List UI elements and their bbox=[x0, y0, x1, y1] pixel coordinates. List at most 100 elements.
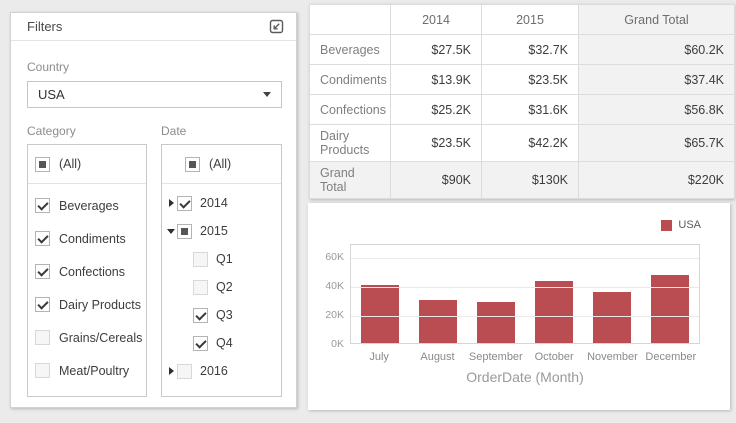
filters-panel-title: Filters bbox=[27, 19, 63, 34]
category-item[interactable]: Condiments bbox=[28, 222, 146, 255]
checkbox-indeterminate[interactable] bbox=[177, 223, 192, 239]
pivot-value-cell: $23.5K bbox=[390, 124, 482, 162]
date-item-label: Q2 bbox=[216, 280, 233, 294]
category-item-label: Dairy Products bbox=[59, 297, 141, 312]
chevron-down-icon bbox=[263, 92, 271, 97]
date-item-all[interactable]: (All) bbox=[162, 145, 281, 184]
x-axis-tick-label: August bbox=[420, 351, 455, 363]
category-item[interactable]: Confections bbox=[28, 255, 146, 288]
pivot-data-row: Beverages $27.5K $32.7K $60.2K bbox=[309, 34, 735, 65]
checkbox-indeterminate[interactable] bbox=[185, 156, 200, 172]
date-tree-item[interactable]: 2016 bbox=[162, 357, 281, 385]
legend-label: USA bbox=[678, 219, 701, 231]
pivot-table-header: 2014 2015 Grand Total bbox=[309, 4, 735, 35]
category-item[interactable]: Meat/Poultry bbox=[28, 354, 146, 387]
checkbox-unchecked[interactable] bbox=[35, 363, 50, 378]
pivot-data-row: Condiments $13.9K $23.5K $37.4K bbox=[309, 64, 735, 95]
checkbox-checked[interactable] bbox=[193, 307, 208, 323]
tree-expand-icon[interactable] bbox=[165, 367, 177, 375]
pivot-header-row: 2014 2015 Grand Total bbox=[309, 4, 735, 35]
chart-plot-area bbox=[350, 244, 700, 344]
x-axis-tick-label: October bbox=[534, 351, 574, 363]
chart-x-axis-labels: July August September October November Decemb… bbox=[350, 351, 700, 363]
category-item-label: Meat/Poultry bbox=[59, 363, 130, 378]
pivot-column-header: 2015 bbox=[481, 4, 579, 35]
chart-bar-august[interactable] bbox=[419, 299, 457, 343]
country-dropdown-value: USA bbox=[38, 87, 65, 102]
checkbox-checked[interactable] bbox=[193, 335, 208, 351]
pivot-row-label: Grand Total bbox=[309, 161, 391, 199]
checkbox-checked[interactable] bbox=[35, 297, 50, 312]
chart-axis-title: OrderDate (Month) bbox=[466, 369, 584, 385]
category-label: Category bbox=[27, 124, 76, 138]
date-tree-item[interactable]: 2014 bbox=[162, 189, 281, 217]
date-tree-items: 2014 2015 Q1 Q2 Q3 Q4 2016 bbox=[162, 184, 281, 385]
y-axis-tick-label: 40K bbox=[325, 280, 344, 293]
pivot-column-header: Grand Total bbox=[578, 4, 735, 35]
category-item[interactable]: Beverages bbox=[28, 189, 146, 222]
pivot-value-cell: $220K bbox=[578, 161, 735, 199]
export-button[interactable] bbox=[268, 18, 285, 35]
pivot-value-cell: $56.8K bbox=[578, 94, 735, 125]
date-item-label: Q1 bbox=[216, 252, 233, 266]
chart-bars bbox=[351, 245, 699, 343]
chart-legend: USA bbox=[661, 219, 701, 231]
checkbox-unchecked[interactable] bbox=[193, 279, 208, 295]
chart-bar-september[interactable] bbox=[477, 302, 515, 343]
arrow-right-icon bbox=[168, 199, 174, 207]
date-tree-item[interactable]: 2015 bbox=[162, 217, 281, 245]
country-label: Country bbox=[27, 60, 70, 74]
date-item-label: 2016 bbox=[200, 364, 228, 378]
date-tree-item[interactable]: Q2 bbox=[162, 273, 281, 301]
tree-expand-icon[interactable] bbox=[165, 199, 177, 207]
category-item-label: (All) bbox=[59, 157, 82, 171]
date-treebox: (All) 2014 2015 Q1 Q2 Q3 Q4 2016 bbox=[161, 144, 282, 397]
pivot-row-label: Dairy Products bbox=[309, 124, 391, 162]
checkbox-unchecked[interactable] bbox=[35, 330, 50, 345]
x-axis-tick-label: November bbox=[587, 351, 638, 363]
pivot-table-body: Beverages $27.5K $32.7K $60.2K Condiments $13… bbox=[309, 34, 735, 199]
x-axis-tick-label: December bbox=[645, 351, 697, 363]
date-filter: Date (All) 2014 2015 Q1 Q2 Q3 Q4 2016 bbox=[161, 124, 282, 397]
chart-bar-december[interactable] bbox=[651, 274, 689, 343]
pivot-value-cell: $37.4K bbox=[578, 64, 735, 95]
pivot-column-header: 2014 bbox=[390, 4, 482, 35]
pivot-table-panel: 2014 2015 Grand Total Beverages $27.5K $32.7… bbox=[309, 4, 735, 199]
arrow-right-icon bbox=[168, 367, 174, 375]
y-axis-tick-label: 20K bbox=[325, 309, 344, 321]
category-item-all[interactable]: (All) bbox=[28, 145, 146, 184]
date-item-label: (All) bbox=[209, 157, 232, 171]
checkbox-unchecked[interactable] bbox=[177, 363, 192, 379]
pivot-value-cell: $90K bbox=[390, 161, 482, 199]
pivot-value-cell: $23.5K bbox=[481, 64, 579, 95]
filters-panel: Filters Country USA Category (All) bbox=[10, 12, 297, 408]
gridline bbox=[351, 287, 699, 289]
checkbox-checked[interactable] bbox=[177, 195, 192, 211]
date-item-label: Q4 bbox=[216, 336, 233, 350]
checkbox-indeterminate[interactable] bbox=[35, 156, 50, 172]
category-item[interactable]: Grains/Cereals bbox=[28, 321, 146, 354]
category-item-label: Condiments bbox=[59, 231, 126, 246]
x-axis-tick-label: September bbox=[468, 351, 523, 363]
date-item-label: 2014 bbox=[200, 196, 228, 210]
checkbox-checked[interactable] bbox=[35, 264, 50, 279]
category-item[interactable]: Dairy Products bbox=[28, 288, 146, 321]
pivot-value-cell: $60.2K bbox=[578, 34, 735, 65]
category-item-label: Confections bbox=[59, 264, 126, 279]
pivot-value-cell: $65.7K bbox=[578, 124, 735, 162]
checkbox-unchecked[interactable] bbox=[193, 251, 208, 267]
date-tree-item[interactable]: Q3 bbox=[162, 301, 281, 329]
legend-swatch-usa bbox=[661, 219, 673, 231]
chart-bar-july[interactable] bbox=[361, 285, 399, 343]
date-tree-item[interactable]: Q1 bbox=[162, 245, 281, 273]
checkbox-checked[interactable] bbox=[35, 198, 50, 213]
country-dropdown[interactable]: USA bbox=[27, 81, 282, 108]
tree-collapse-icon[interactable] bbox=[165, 228, 177, 234]
date-tree-item[interactable]: Q4 bbox=[162, 329, 281, 357]
date-label: Date bbox=[161, 124, 187, 138]
checkbox-checked[interactable] bbox=[35, 231, 50, 246]
chart-bar-october[interactable] bbox=[535, 280, 573, 343]
arrow-down-icon bbox=[167, 228, 175, 234]
date-item-label: Q3 bbox=[216, 308, 233, 322]
chart-bar-november[interactable] bbox=[593, 292, 631, 343]
